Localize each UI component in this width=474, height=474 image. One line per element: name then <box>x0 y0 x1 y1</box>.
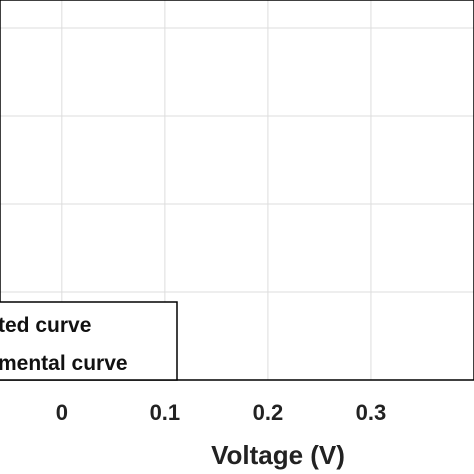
grid <box>0 0 474 380</box>
legend-entry-1: ted curve <box>0 314 91 337</box>
x-tick-label-0: 0 <box>56 400 68 425</box>
x-tick-label-3: 0.3 <box>356 400 387 425</box>
x-tick-label-1: 0.1 <box>150 400 181 425</box>
legend-box <box>0 301 178 381</box>
x-tick-labels: 0 0.1 0.2 0.3 <box>56 400 387 425</box>
legend-entry-2: mental curve <box>0 352 128 375</box>
plot-frame <box>0 0 474 381</box>
x-tick-label-2: 0.2 <box>253 400 284 425</box>
legend: ted curve mental curve <box>0 301 178 381</box>
x-axis-label: Voltage (V) <box>211 440 345 470</box>
